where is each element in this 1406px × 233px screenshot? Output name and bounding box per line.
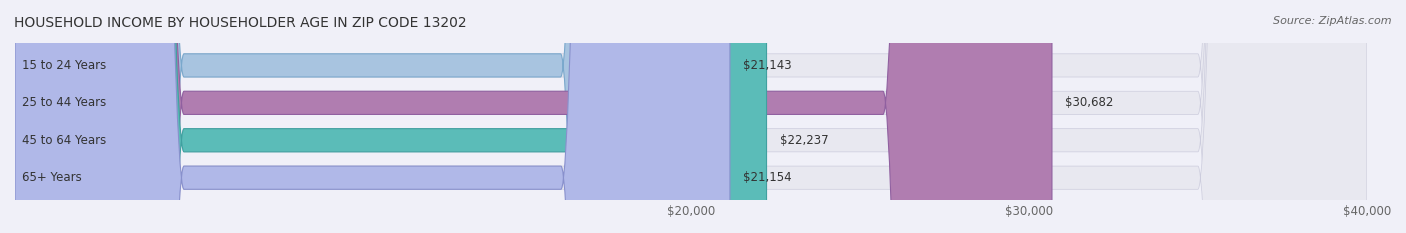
Text: Source: ZipAtlas.com: Source: ZipAtlas.com [1274,16,1392,26]
FancyBboxPatch shape [15,0,1367,233]
FancyBboxPatch shape [15,0,730,233]
FancyBboxPatch shape [15,0,1367,233]
Text: $22,237: $22,237 [780,134,828,147]
FancyBboxPatch shape [15,0,1367,233]
Text: $21,154: $21,154 [744,171,792,184]
Text: 65+ Years: 65+ Years [21,171,82,184]
Text: $30,682: $30,682 [1066,96,1114,109]
Text: $21,143: $21,143 [744,59,792,72]
FancyBboxPatch shape [15,0,1052,233]
FancyBboxPatch shape [15,0,1367,233]
Text: 15 to 24 Years: 15 to 24 Years [21,59,105,72]
Text: HOUSEHOLD INCOME BY HOUSEHOLDER AGE IN ZIP CODE 13202: HOUSEHOLD INCOME BY HOUSEHOLDER AGE IN Z… [14,16,467,30]
Text: 45 to 64 Years: 45 to 64 Years [21,134,105,147]
Text: 25 to 44 Years: 25 to 44 Years [21,96,105,109]
FancyBboxPatch shape [15,0,730,233]
FancyBboxPatch shape [15,0,766,233]
